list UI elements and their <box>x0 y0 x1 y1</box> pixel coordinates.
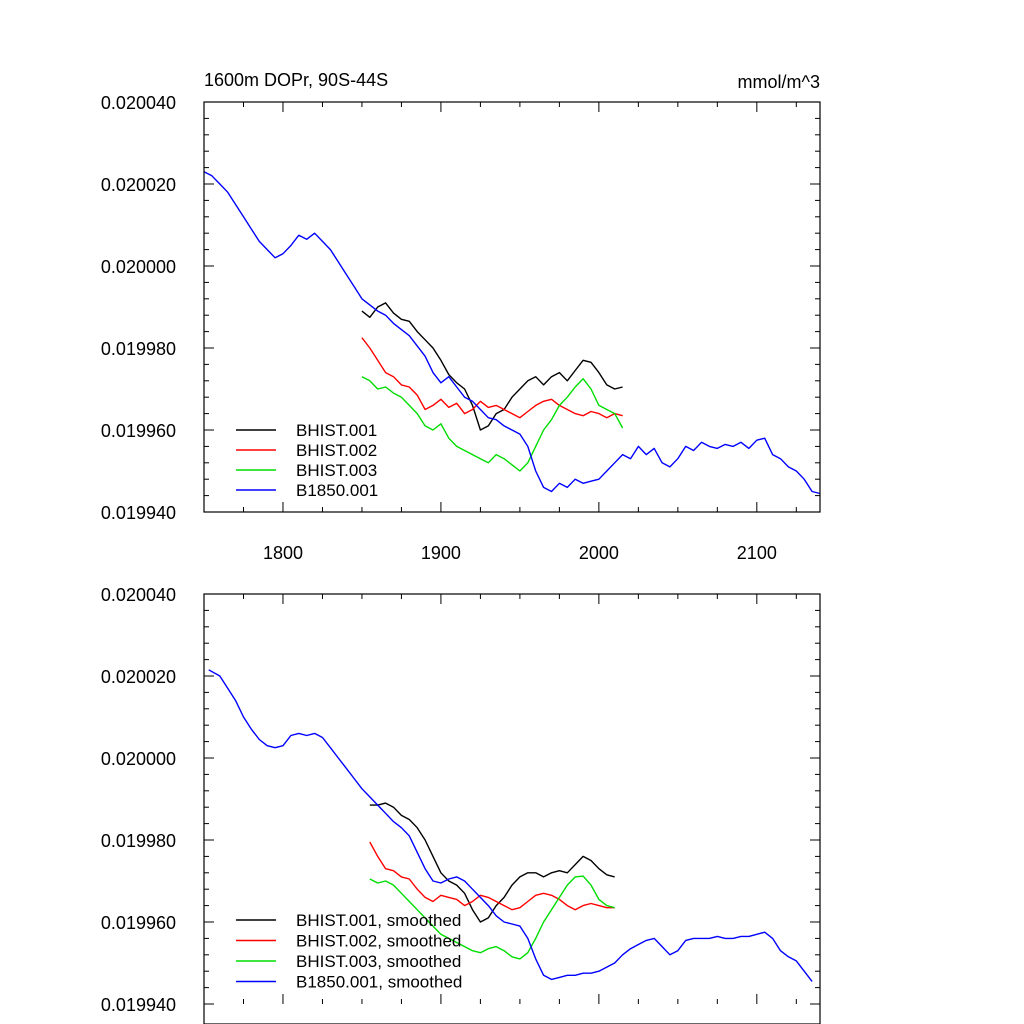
bottom-panel: 0.019940 0.019960 0.019980 0.020000 0.020020… <box>101 585 821 1024</box>
top-legend-label-bhist003: BHIST.003 <box>296 461 377 480</box>
top-series-line-b1850001 <box>203 171 821 495</box>
top-y-tick-label: 0.019960 <box>101 421 176 441</box>
top-plot-series <box>203 171 821 495</box>
top-x-tick-labels: 1800 1900 2000 2100 <box>263 543 777 563</box>
bottom-y-tick-label: 0.020020 <box>101 667 176 687</box>
bottom-axis-ticks <box>203 593 820 1005</box>
bottom-legend: BHIST.001, smoothed BHIST.002, smoothedBH… <box>236 911 462 992</box>
bottom-y-tick-label: 0.019940 <box>101 995 176 1015</box>
top-legend-label-b1850001: B1850.001 <box>296 481 378 500</box>
top-y-tick-label: 0.019980 <box>101 339 176 359</box>
top-panel-units: mmol/m^3 <box>738 72 820 92</box>
bottom-legend-label-bhist003: BHIST.003, smoothed <box>296 952 461 971</box>
top-legend-label-bhist002: BHIST.002 <box>296 441 377 460</box>
bottom-legend-label-bhist002: BHIST.002, smoothed <box>296 932 461 951</box>
top-x-tick-label: 2000 <box>579 543 619 563</box>
bottom-series-line-b1850001 <box>208 669 813 982</box>
top-legend-label-bhist001: BHIST.001 <box>296 421 377 440</box>
top-y-tick-label: 0.020020 <box>101 175 176 195</box>
top-y-tick-label: 0.020000 <box>101 257 176 277</box>
bottom-series-line-bhist002 <box>369 841 615 911</box>
top-series-line-bhist003 <box>361 376 624 472</box>
bottom-legend-label-b1850001: B1850.001, smoothed <box>296 973 462 992</box>
bottom-series-line-bhist003 <box>369 875 615 960</box>
top-series-line-bhist001 <box>361 302 623 431</box>
top-axis-ticks <box>203 101 820 513</box>
bottom-y-tick-labels: 0.019940 0.019960 0.019980 0.020000 0.020020… <box>101 585 176 1015</box>
bottom-plot-series <box>208 669 813 982</box>
top-x-tick-label: 1800 <box>263 543 303 563</box>
top-y-tick-label: 0.019940 <box>101 503 176 523</box>
top-y-tick-labels: 0.019940 0.019960 0.019980 0.020000 0.020020… <box>101 93 176 523</box>
top-panel: 1600m DOPr, 90S-44S mmol/m^3 0.0199400.0… <box>101 70 821 563</box>
top-series-line-bhist002 <box>361 337 623 419</box>
bottom-y-tick-label: 0.020000 <box>101 749 176 769</box>
bottom-plot-frame <box>203 593 821 1024</box>
top-panel-title: 1600m DOPr, 90S-44S <box>204 70 388 90</box>
bottom-y-tick-label: 0.019960 <box>101 913 176 933</box>
bottom-legend-label-bhist001: BHIST.001, smoothed <box>296 911 461 930</box>
bottom-y-tick-label: 0.020040 <box>101 585 176 605</box>
top-plot-frame <box>203 101 821 513</box>
top-x-tick-label: 1900 <box>421 543 461 563</box>
top-y-tick-label: 0.020040 <box>101 93 176 113</box>
top-x-tick-label: 2100 <box>737 543 777 563</box>
bottom-y-tick-label: 0.019980 <box>101 831 176 851</box>
